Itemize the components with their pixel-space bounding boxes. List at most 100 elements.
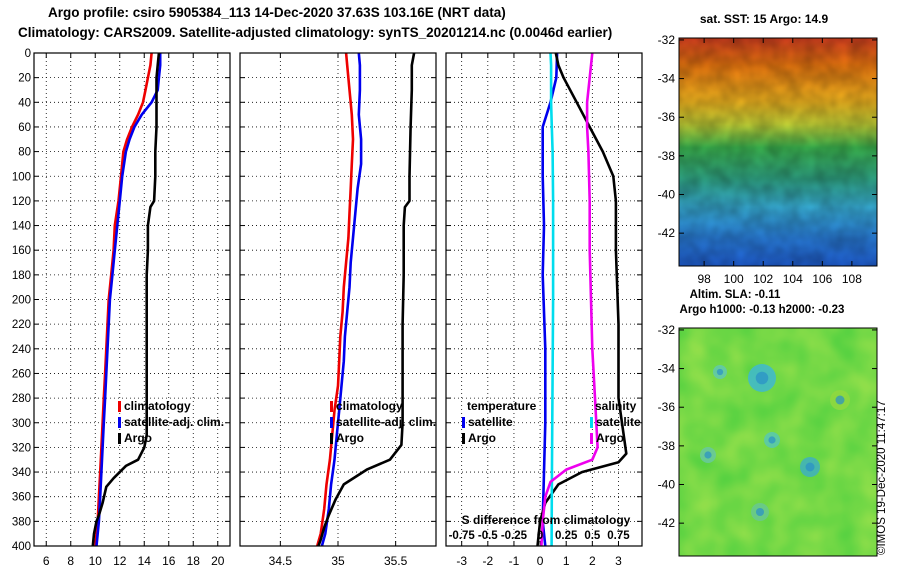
profile-panel-2: 34.5 35 35.5 climatology satellite-adj. clim… [239,52,437,568]
y-tick-label: 200 [12,295,31,307]
legend-label: satellite-adj. clim. [336,415,436,429]
legend-swatch [330,433,333,444]
x-tick-label: 2 [589,554,596,568]
x-tick-label: 6 [43,554,50,568]
y-tick-label: 40 [18,97,31,109]
credit-text: ©IMOS 19-Dec-2020 11:47:17 [876,400,888,555]
y-tick-label: 340 [12,467,31,479]
x-tick-label: 10 [89,554,103,568]
y-tick-label: 80 [18,147,31,159]
secondary-tick-label: -0.25 [501,530,528,542]
sla-eddy-core [704,451,712,459]
series-line-climatology [315,52,355,547]
y-tick-label: 240 [12,344,31,356]
map-y-tick-label: -40 [658,478,676,492]
y-tick-label: 180 [12,270,31,282]
map-y-tick-label: -34 [658,362,676,376]
y-tick-label: 20 [18,73,31,85]
sla-map-title: Altim. SLA: -0.11 [690,289,781,301]
sla-map-frame [678,327,878,557]
legend-swatch [330,401,333,412]
legend-label: Argo [596,431,624,445]
legend-swatch [330,417,333,428]
map-y-tick-label: -42 [658,516,676,530]
legend-heading-salinity: salinity [595,399,637,413]
legend-swatch [462,417,465,428]
y-tick-label: 140 [12,221,31,233]
secondary-tick-label: -0.5 [478,530,498,542]
map-y-tick-label: -34 [658,72,676,86]
legend-heading-temperature: temperature [467,399,537,413]
y-tick-label: 100 [12,171,31,183]
map-y-tick-label: -36 [658,110,676,124]
x-tick-label: 14 [138,554,152,568]
secondary-tick-label: 0.75 [607,530,630,542]
x-tick-label: 35 [331,554,345,568]
map-y-tick-label: -36 [658,400,676,414]
secondary-tick-label: 0.5 [584,530,601,542]
sst-map-frame [678,37,878,267]
legend-swatch [118,433,121,444]
legend-label: Argo [124,431,152,445]
y-tick-label: 360 [12,492,31,504]
sla-eddy-core [835,395,845,405]
sla-map: -32 -34 -36 -38 -40 -42 [658,323,878,557]
x-tick-label: 34.5 [269,554,293,568]
y-tick-label: 120 [12,196,31,208]
series-line-climatology [94,52,153,547]
legend-swatch [118,417,121,428]
panel-frame [445,52,643,547]
x-tick-label: 0 [537,554,544,568]
series-line-salinity-satellite [549,52,555,547]
sst-map: -32 -34 -36 -38 -40 -42 98 100 102 104 106 108 [658,33,878,286]
legend-label: Argo [336,431,364,445]
legend-label: satellite-adj. clim. [124,415,224,429]
series-line-salinity-argo [540,52,599,547]
series-line-satellite-adj-clim- [320,52,363,547]
series-line-temperature-argo [536,52,628,547]
map-x-tick-label: 102 [753,272,773,286]
legend-swatch [118,401,121,412]
map-y-tick-label: -32 [658,323,676,337]
y-tick-label: 260 [12,368,31,380]
sst-map-title: sat. SST: 15 Argo: 14.9 [700,12,829,26]
y-tick-label: 320 [12,442,31,454]
legend-label: climatology [336,399,403,413]
x-tick-label: -3 [456,554,467,568]
x-tick-label: 1 [563,554,570,568]
legend-label: climatology [124,399,191,413]
y-tick-label: 160 [12,245,31,257]
figure-title-line-1: Argo profile: csiro 5905384_113 14-Dec-2… [48,5,506,20]
y-tick-label: 400 [12,541,31,553]
x-tick-label: -1 [509,554,520,568]
x-tick-label: 18 [187,554,201,568]
panel-frame [239,52,437,547]
map-y-tick-label: -32 [658,33,676,47]
legend-label: Argo [468,431,496,445]
series-line-argo [317,52,416,547]
sst-map-texture [679,38,877,266]
sla-eddy-core [716,368,724,376]
map-x-tick-label: 100 [724,272,744,286]
legend-swatch [590,417,593,428]
sla-eddy-core [805,462,815,472]
x-tick-label: 12 [113,554,127,568]
y-tick-label: 300 [12,418,31,430]
x-tick-label: 3 [615,554,622,568]
secondary-tick-label: 0.25 [555,530,578,542]
legend-label: satellite [596,415,641,429]
map-x-tick-label: 108 [842,272,862,286]
figure-title-line-2: Climatology: CARS2009. Satellite-adjuste… [18,25,613,40]
legend-swatch [462,433,465,444]
legend-swatch [590,433,593,444]
secondary-axis-label: S difference from climatology [462,513,631,527]
map-y-tick-label: -38 [658,439,676,453]
secondary-tick-label: 0 [537,530,543,542]
x-tick-label: 35.5 [384,554,408,568]
map-x-tick-label: 106 [812,272,832,286]
x-tick-label: 20 [211,554,225,568]
y-tick-label: 0 [25,48,31,60]
map-y-tick-label: -40 [658,188,676,202]
sla-eddy-core [755,507,765,517]
